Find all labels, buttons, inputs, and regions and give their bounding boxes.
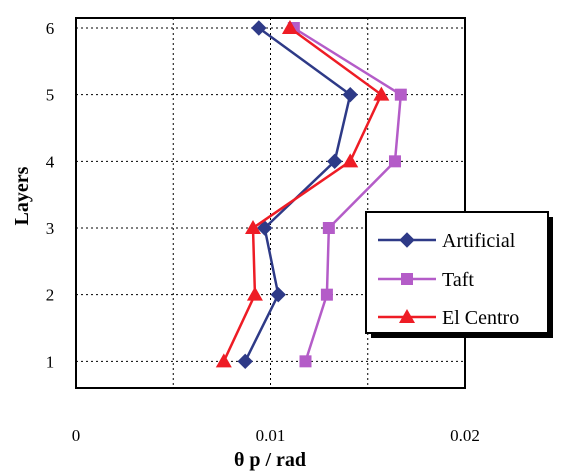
legend-marker-taft (401, 273, 413, 285)
data-point-el-centro (342, 153, 359, 168)
data-point-taft (322, 222, 335, 234)
data-point-taft (299, 355, 312, 368)
data-point-artificial (342, 86, 358, 103)
data-point-el-centro (215, 353, 232, 368)
data-point-artificial (251, 20, 267, 36)
legend: Artificial Taft El Centro (365, 211, 553, 338)
series-group (215, 20, 407, 370)
x-axis-title: θ p / rad (234, 449, 306, 471)
legend-label-taft: Taft (442, 269, 474, 291)
grid-lines (76, 18, 465, 388)
data-point-artificial (256, 220, 273, 236)
data-point-artificial (237, 353, 253, 370)
x-tick-label: 0.02 (450, 426, 480, 445)
y-tick-label: 5 (46, 86, 55, 105)
plot-area (75, 17, 466, 389)
data-point-artificial (326, 153, 343, 170)
tick-labels: 0 0.01 0.02 1 2 3 4 5 6 (46, 19, 480, 445)
data-point-el-centro (244, 220, 261, 234)
y-tick-label: 6 (46, 19, 55, 38)
legend-label-artificial: Artificial (442, 230, 516, 252)
data-point-el-centro (246, 286, 263, 301)
series-line-artificial (244, 26, 352, 362)
y-tick-label: 1 (46, 352, 55, 371)
x-tick-label: 0 (72, 426, 81, 445)
legend-label-el-centro: El Centro (442, 307, 519, 329)
data-point-taft (394, 88, 407, 101)
y-tick-label: 2 (46, 286, 55, 305)
y-axis-title: Layers (11, 166, 33, 225)
data-point-taft (320, 288, 333, 301)
x-tick-label: 0.01 (256, 426, 286, 445)
data-point-artificial (270, 286, 286, 303)
series-line-el-centro (222, 26, 383, 362)
series-line-taft (293, 26, 403, 362)
data-point-el-centro (373, 86, 390, 101)
data-point-taft (388, 155, 401, 168)
legend-box (365, 211, 549, 334)
y-tick-label: 4 (46, 152, 55, 171)
legend-marker-el-centro (399, 309, 415, 323)
legend-marker-artificial (399, 232, 415, 248)
data-point-el-centro (281, 20, 298, 34)
y-tick-label: 3 (46, 219, 55, 238)
